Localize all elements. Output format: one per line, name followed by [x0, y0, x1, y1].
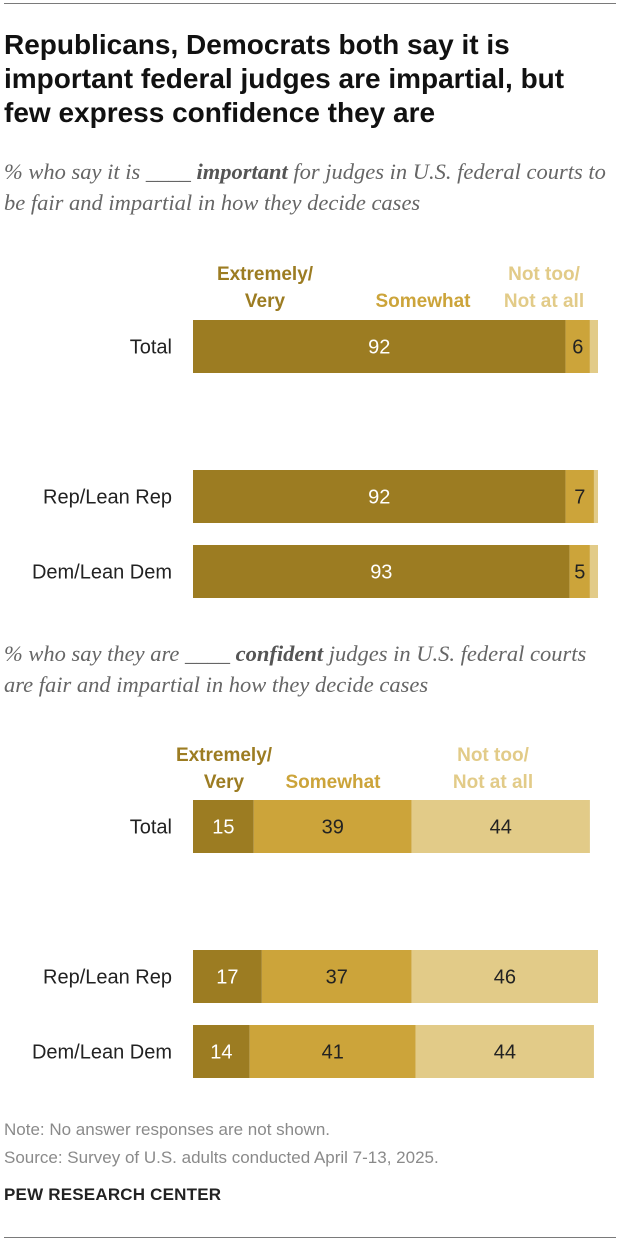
bar-segment — [415, 1025, 594, 1078]
bar-segment — [193, 1025, 250, 1078]
chart-source: Source: Survey of U.S. adults conducted … — [4, 1148, 439, 1167]
bar-segment — [193, 320, 566, 373]
legend-label-0: Very — [245, 291, 286, 312]
chart1-subtitle: % who say it is ____ important for judge… — [4, 156, 614, 218]
data-label: 7 — [574, 487, 585, 509]
legend-label-2: Not too/ — [508, 264, 580, 285]
bar-segment — [593, 470, 598, 523]
subtitle-emphasis: important — [196, 159, 288, 184]
bar-segment — [193, 800, 254, 853]
legend-label-0: Extremely/ — [217, 264, 314, 285]
legend-label-2: Not too/ — [457, 745, 529, 766]
confidence-chart: Extremely/Very Somewhat Not too/Not at all… — [32, 745, 598, 1078]
bar-segment — [565, 320, 590, 373]
importance-chart: Extremely/Very Somewhat Not too/Not at all… — [32, 264, 598, 598]
chart2-subtitle: % who say they are ____ confident judges… — [4, 638, 614, 700]
bar-segment — [411, 800, 590, 853]
bar-segment — [253, 800, 412, 853]
chart-note: Note: No answer responses are not shown. — [4, 1120, 331, 1139]
data-label: 6 — [572, 337, 583, 359]
category-label: Dem/Lean Dem — [32, 1042, 172, 1064]
category-label: Total — [130, 337, 172, 359]
category-label: Dem/Lean Dem — [32, 562, 172, 584]
bar-segment — [589, 320, 598, 373]
legend-label-1: Somewhat — [285, 772, 381, 793]
legend-label-0: Extremely/ — [176, 745, 273, 766]
data-label: 17 — [216, 967, 238, 989]
data-label: 41 — [322, 1042, 344, 1064]
bottom-rule — [4, 1237, 616, 1238]
data-label: 39 — [322, 817, 344, 839]
data-label: 15 — [212, 817, 234, 839]
data-label: 44 — [490, 817, 512, 839]
data-label: 14 — [210, 1042, 232, 1064]
data-label: 92 — [368, 337, 390, 359]
category-label: Rep/Lean Rep — [43, 967, 172, 989]
subtitle-emphasis: confident — [235, 641, 324, 666]
subtitle-text: % who say it is ____ — [4, 159, 197, 184]
bar-segment — [411, 950, 598, 1003]
subtitle-text: % who say they are ____ — [4, 641, 236, 666]
data-label: 5 — [574, 562, 585, 584]
legend-label-0: Very — [204, 772, 245, 793]
legend-label-1: Somewhat — [375, 291, 471, 312]
subtitle-text: for judges in U.S. federal courts to be … — [4, 159, 606, 215]
bar-segment — [193, 950, 262, 1003]
bar-segment — [249, 1025, 416, 1078]
category-label: Rep/Lean Rep — [43, 487, 172, 509]
legend-label-2: Not at all — [453, 772, 533, 793]
bar-segment — [261, 950, 412, 1003]
bar-segment — [589, 545, 598, 598]
bar-segment — [193, 545, 570, 598]
subtitle-text: judges in U.S. federal courts are fair a… — [4, 641, 587, 697]
bar-segment — [565, 470, 594, 523]
data-label: 44 — [494, 1042, 516, 1064]
data-label: 46 — [494, 967, 516, 989]
footer-brand: PEW RESEARCH CENTER — [4, 1185, 222, 1204]
category-label: Total — [130, 817, 172, 839]
data-label: 93 — [370, 562, 392, 584]
top-rule — [4, 3, 616, 4]
data-label: 37 — [326, 967, 348, 989]
bar-segment — [193, 470, 566, 523]
bar-segment — [569, 545, 590, 598]
data-label: 92 — [368, 487, 390, 509]
chart-title: Republicans, Democrats both say it is im… — [4, 29, 565, 128]
legend-label-2: Not at all — [504, 291, 584, 312]
